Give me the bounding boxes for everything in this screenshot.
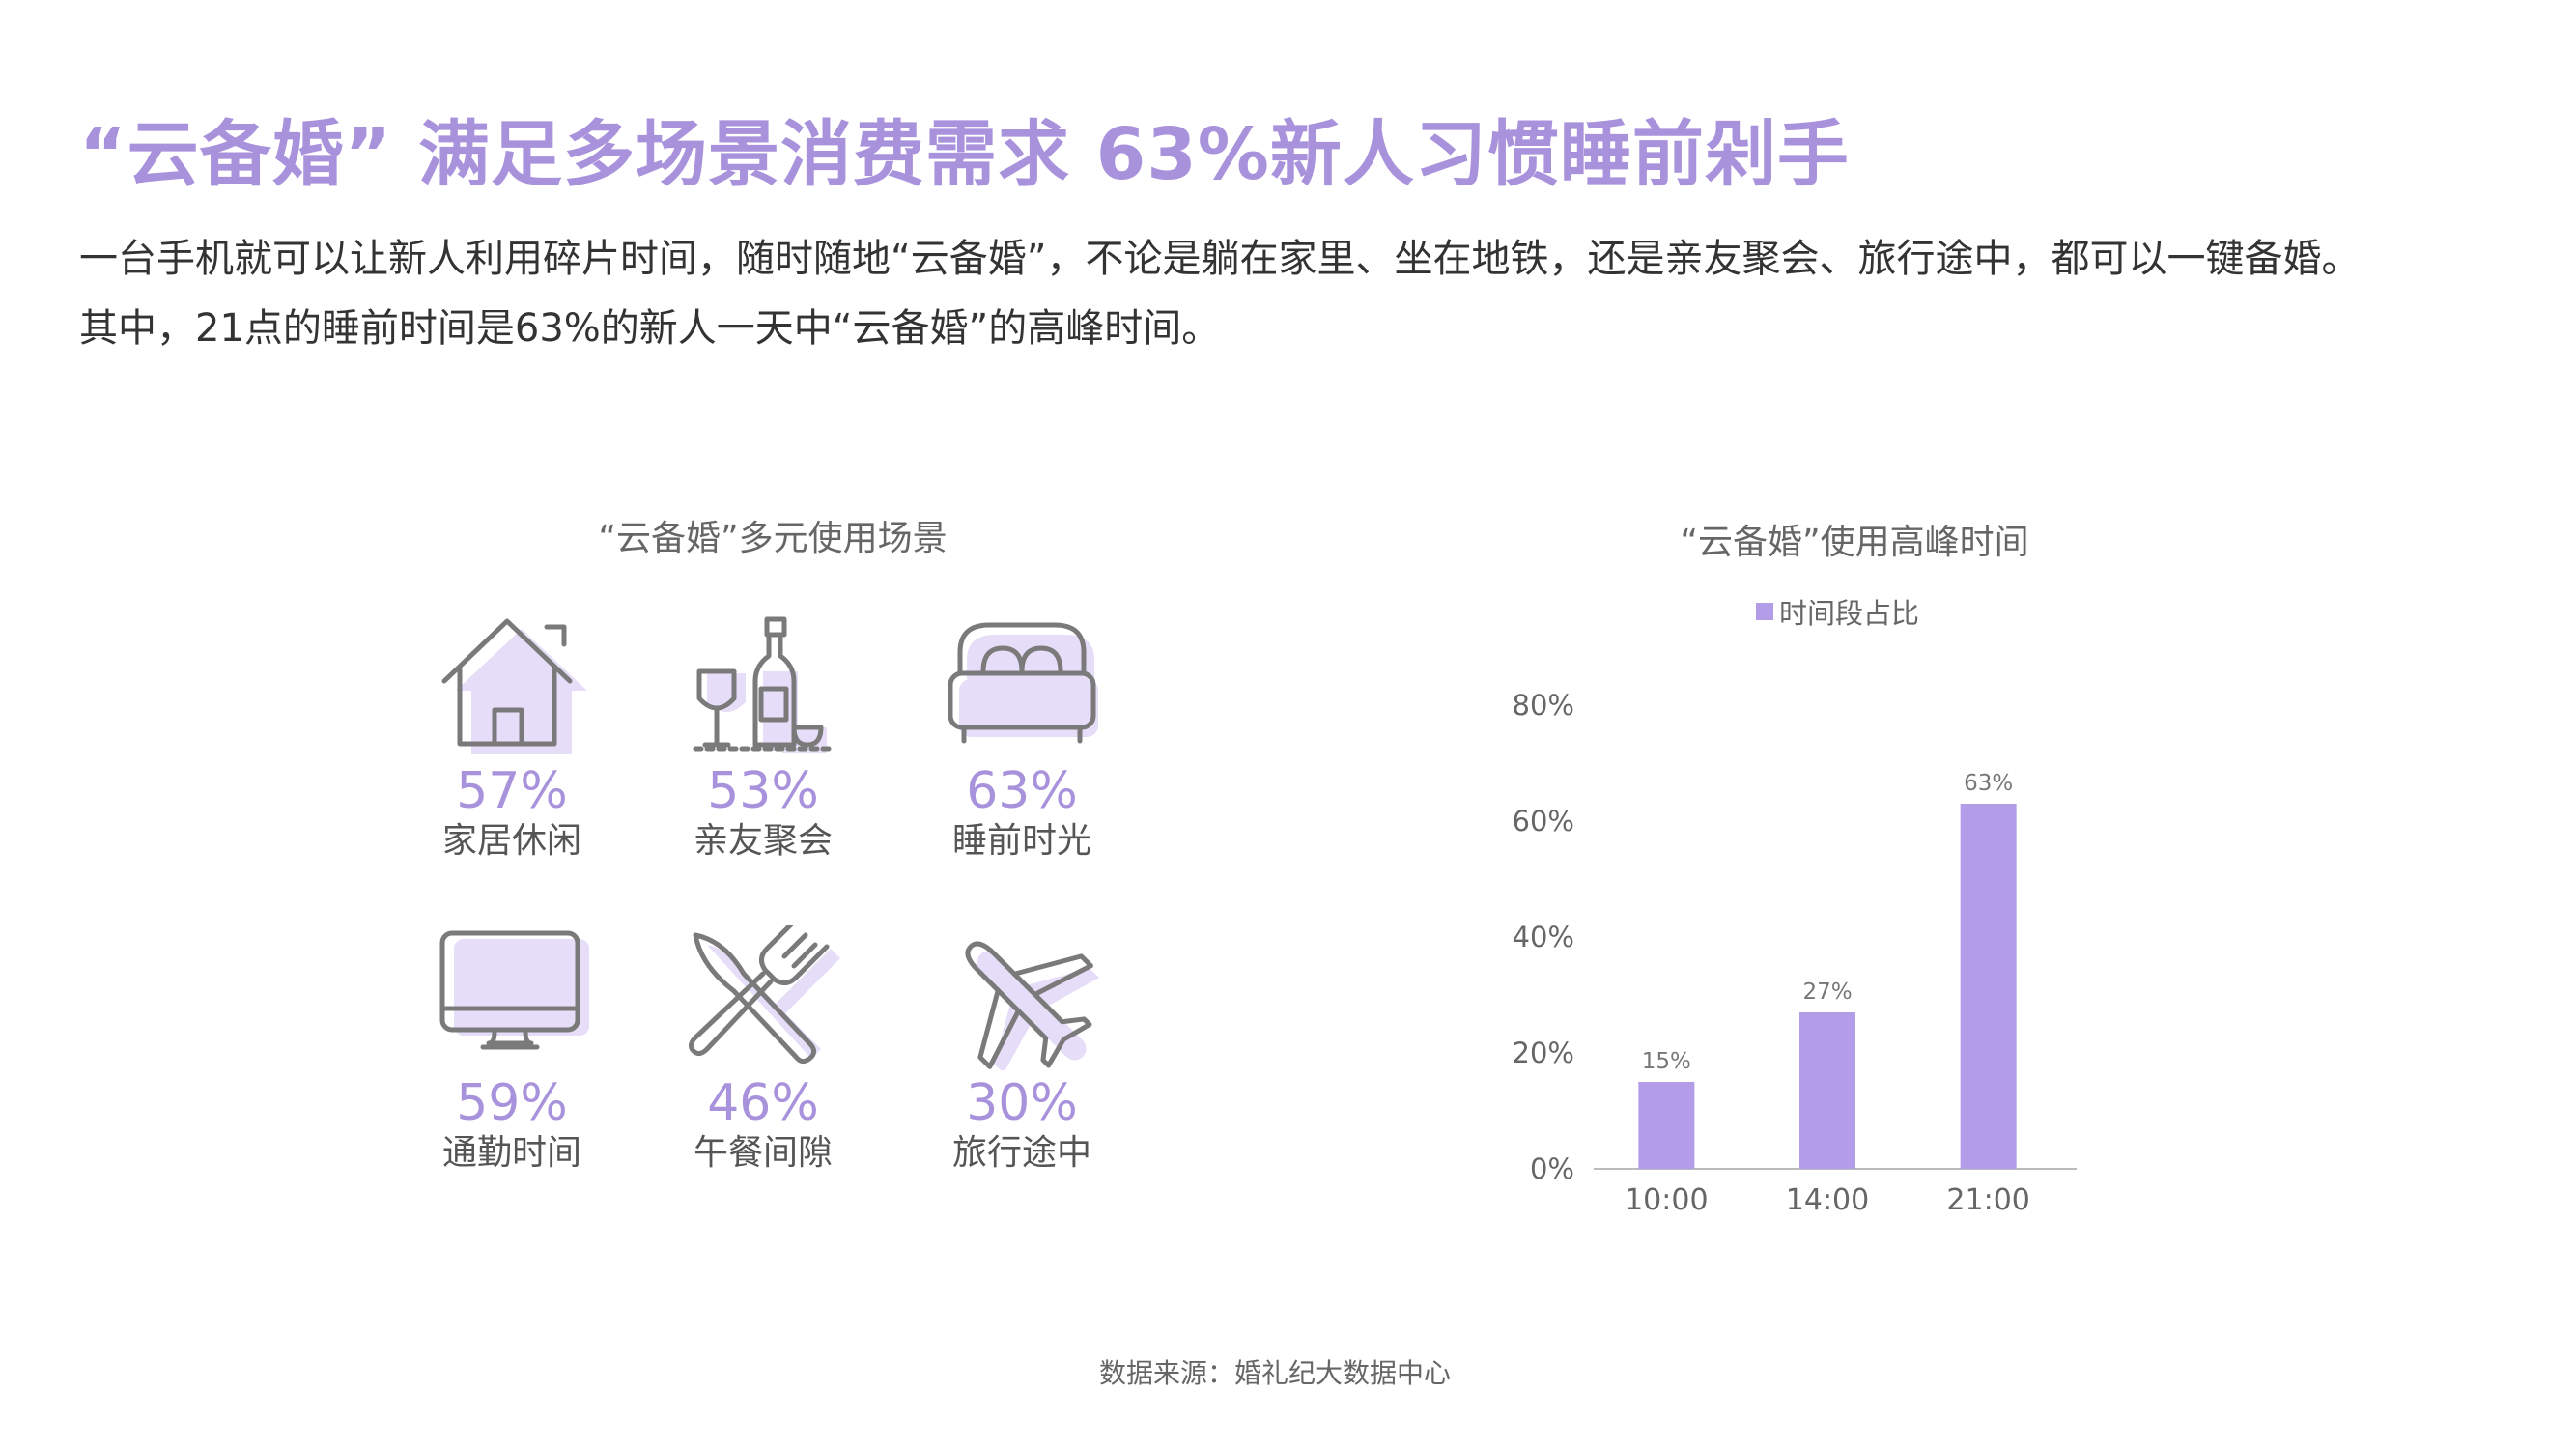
scene-home-label: 家居休闲 [441,821,581,861]
x-tick-label: 21:00 [1946,1183,2029,1217]
scene-home: 57% 家居休闲 [396,613,628,863]
scene-travel: 30% 旅行途中 [906,925,1138,1175]
scene-bedtime-label: 睡前时光 [951,821,1091,861]
scene-travel-pct: 30% [966,1074,1078,1132]
scene-party: 53% 亲友聚会 [647,613,879,863]
y-tick-label: 0% [1530,1152,1574,1185]
scene-party-pct: 53% [707,762,819,820]
scene-lunch-pct: 46% [707,1074,819,1132]
scene-lunch-label: 午餐间隙 [693,1133,833,1173]
y-tick-label: 60% [1513,805,1574,838]
y-tick-label: 20% [1513,1037,1574,1069]
scene-travel-label: 旅行途中 [951,1133,1091,1173]
fork-knife-icon [688,925,840,1065]
x-tick-label: 10:00 [1625,1183,1708,1217]
data-source: 数据来源：婚礼纪大数据中心 [1098,1357,1451,1389]
legend-label: 时间段占比 [1779,597,1920,630]
legend-swatch [1756,603,1773,620]
scene-lunch: 46% 午餐间隙 [647,925,879,1175]
scenes-title: “云备婚”多元使用场景 [598,519,948,558]
scene-commute-pct: 59% [456,1074,568,1132]
y-tick-label: 40% [1513,921,1574,953]
data-label: 27% [1802,980,1852,1005]
scene-bedtime-pct: 63% [966,762,1078,820]
bed-icon [948,622,1098,744]
description-line-2: 其中，21点的睡前时间是63%的新人一天中“云备婚”的高峰时间。 [79,306,1221,351]
bar [1638,1082,1695,1169]
y-tick-label: 80% [1513,689,1574,722]
airplane-icon [965,941,1099,1070]
scene-bedtime: 63% 睡前时光 [906,613,1138,863]
page-title: “云备婚” 满足多场景消费需求 63%新人习惯睡前剁手 [79,113,1850,196]
scene-home-pct: 57% [456,762,568,820]
x-tick-label: 14:00 [1786,1183,1869,1217]
data-label: 63% [1964,771,2013,796]
bar-chart: 0% 20% 40% 60% 80% 15% 10:00 27% 14:00 63% 21:00 [1513,689,2077,1217]
scene-commute-label: 通勤时间 [441,1133,581,1173]
wine-bottle-icon [693,616,832,753]
scene-commute: 59% 通勤时间 [396,925,628,1175]
description-line-1: 一台手机就可以让新人利用碎片时间，随时随地“云备婚”，不论是躺在家里、坐在地铁，… [79,237,2361,281]
monitor-icon [439,930,589,1050]
house-icon [441,618,587,754]
chart-legend: 时间段占比 [1756,591,1919,632]
chart-title: “云备婚”使用高峰时间 [1680,523,2029,562]
bar [1799,1012,1855,1169]
scene-party-label: 亲友聚会 [693,821,833,861]
data-label: 15% [1642,1049,1691,1074]
bar [1960,804,2017,1169]
